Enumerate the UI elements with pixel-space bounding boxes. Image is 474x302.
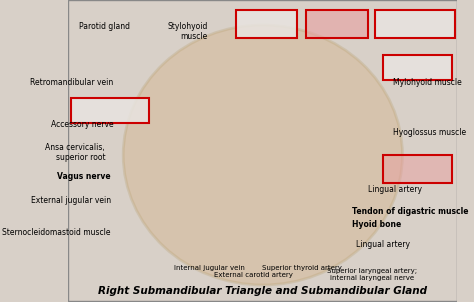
Bar (375, 10, 455, 38)
Bar (383, 155, 452, 183)
Text: Lingual artery: Lingual artery (368, 185, 422, 194)
Text: Internal jugular vein: Internal jugular vein (174, 265, 245, 271)
Bar (383, 155, 452, 183)
Text: Superior thyroid artery: Superior thyroid artery (262, 265, 342, 271)
Bar (236, 10, 297, 38)
Text: Mylohyoid muscle: Mylohyoid muscle (392, 78, 461, 87)
Text: Sternocleidomastoid muscle: Sternocleidomastoid muscle (2, 228, 111, 237)
Bar (383, 55, 452, 80)
Text: Accessory nerve: Accessory nerve (51, 120, 113, 129)
Text: Tendon of digastric muscle: Tendon of digastric muscle (352, 207, 468, 216)
Bar (71, 98, 149, 123)
Text: Hyoid bone: Hyoid bone (352, 220, 401, 229)
Ellipse shape (123, 25, 402, 285)
Bar (306, 10, 368, 38)
Bar (306, 10, 368, 38)
Text: Vagus nerve: Vagus nerve (57, 172, 111, 181)
Text: Superior laryngeal artery;
internal laryngeal nerve: Superior laryngeal artery; internal lary… (327, 268, 417, 281)
Text: Retromandibular vein: Retromandibular vein (30, 78, 113, 87)
Text: External jugular vein: External jugular vein (31, 196, 111, 205)
Text: Lingual artery: Lingual artery (356, 240, 410, 249)
Text: External carotid artery: External carotid artery (214, 272, 292, 278)
Bar (375, 10, 455, 38)
Text: Ansa cervicalis,
superior root: Ansa cervicalis, superior root (46, 143, 105, 162)
Text: Hyoglossus muscle: Hyoglossus muscle (392, 128, 466, 137)
Text: Right Submandibular Triangle and Submandibular Gland: Right Submandibular Triangle and Submand… (98, 286, 428, 296)
Bar (383, 55, 452, 80)
Text: Stylohyoid
muscle: Stylohyoid muscle (167, 22, 208, 41)
Text: Parotid gland: Parotid gland (79, 22, 130, 31)
Bar (236, 10, 297, 38)
Bar (71, 98, 149, 123)
